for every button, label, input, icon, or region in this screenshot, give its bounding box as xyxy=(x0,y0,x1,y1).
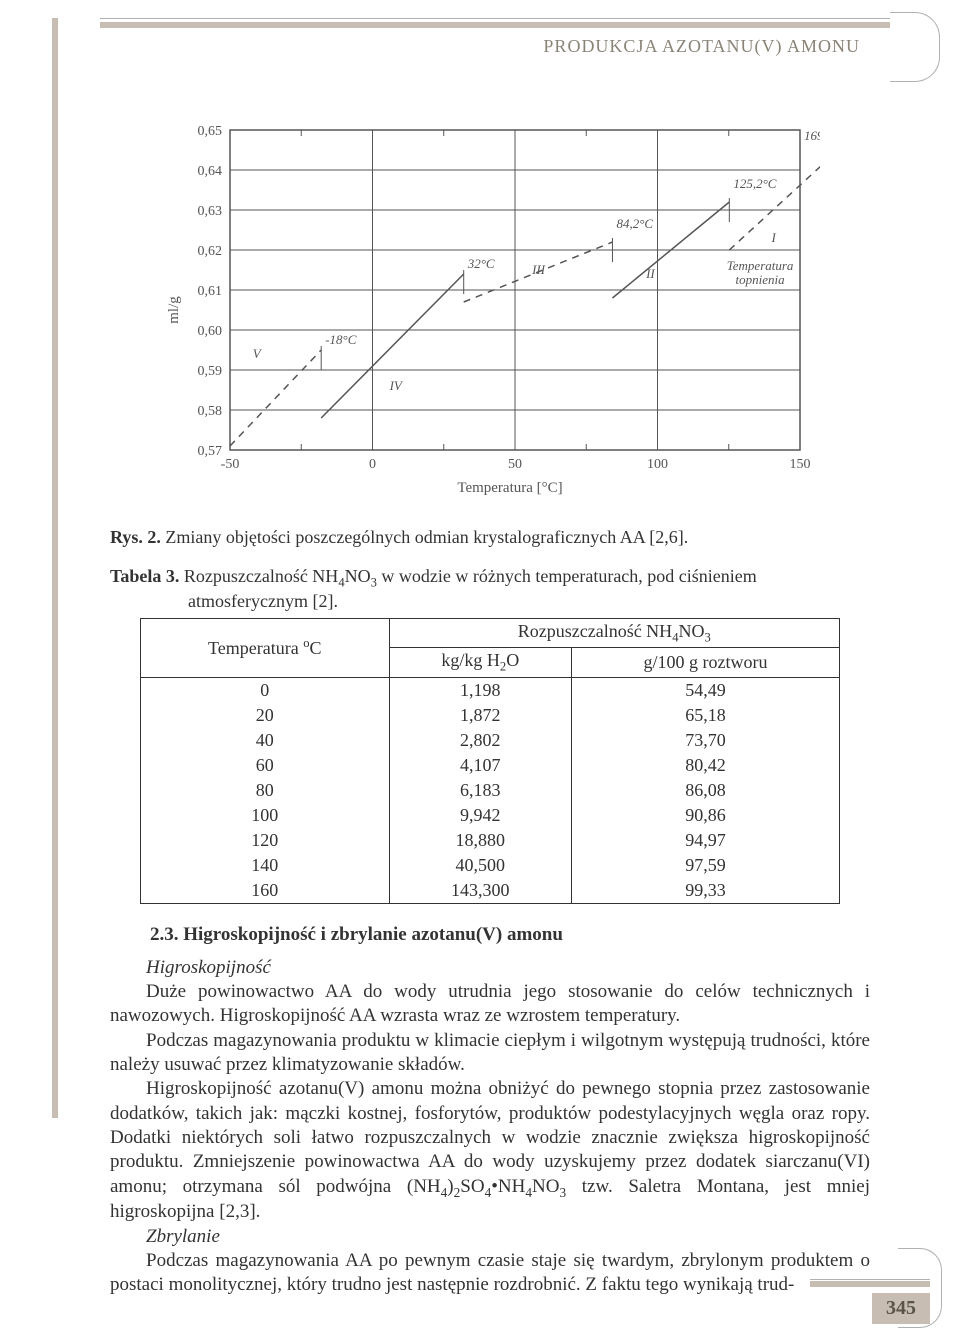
table-caption-prefix: Tabela 3. xyxy=(110,566,179,586)
svg-text:0,65: 0,65 xyxy=(198,124,223,139)
figure-2-chart: -50 0 50 100 150 0,57 0,58 0,59 0,60 0,61 0,62 0,63… xyxy=(110,120,870,515)
solubility-table: Temperatura oC Rozpuszczalność NH4NO3 kg… xyxy=(140,618,840,904)
svg-text:0,59: 0,59 xyxy=(198,364,223,379)
svg-text:-50: -50 xyxy=(221,457,240,472)
th-solubility: Rozpuszczalność NH4NO3 xyxy=(389,618,839,648)
table-caption-line2: atmosferycznym [2]. xyxy=(188,591,870,612)
svg-text:0,61: 0,61 xyxy=(198,284,223,299)
svg-text:-18°C: -18°C xyxy=(325,332,357,347)
cell-temp: 0 xyxy=(141,677,390,703)
cell-g100: 90,86 xyxy=(572,803,840,828)
cell-g100: 99,33 xyxy=(572,878,840,904)
lead-hygroscopic: Higroskopijność xyxy=(110,956,870,980)
cell-kgkg: 4,107 xyxy=(389,753,572,778)
svg-text:0,64: 0,64 xyxy=(198,164,223,179)
cell-g100: 94,97 xyxy=(572,828,840,853)
cell-temp: 160 xyxy=(141,878,390,904)
cell-kgkg: 40,500 xyxy=(389,853,572,878)
cell-temp: 40 xyxy=(141,728,390,753)
svg-text:50: 50 xyxy=(508,457,522,472)
svg-text:III: III xyxy=(531,262,546,277)
svg-text:0,62: 0,62 xyxy=(198,244,223,259)
cell-g100: 65,18 xyxy=(572,703,840,728)
lead-caking: Zbrylanie xyxy=(110,1225,870,1249)
cell-temp: 140 xyxy=(141,853,390,878)
cell-temp: 100 xyxy=(141,803,390,828)
footer-rule xyxy=(810,1279,930,1287)
figure-caption-text: Zmiany objętości poszczególnych odmian k… xyxy=(161,527,688,547)
paragraph-3: Higroskopijność azotanu(V) amonu można o… xyxy=(110,1077,870,1224)
svg-text:32°C: 32°C xyxy=(467,256,495,271)
th-temperature: Temperatura oC xyxy=(141,618,390,677)
svg-text:100: 100 xyxy=(647,457,668,472)
cell-g100: 73,70 xyxy=(572,728,840,753)
cell-kgkg: 2,802 xyxy=(389,728,572,753)
svg-text:II: II xyxy=(645,266,655,281)
figure-caption-prefix: Rys. 2. xyxy=(110,527,161,547)
svg-text:Temperatura [°C]: Temperatura [°C] xyxy=(457,480,562,496)
page-footer: 345 xyxy=(810,1279,930,1324)
svg-text:0,57: 0,57 xyxy=(198,444,223,459)
svg-text:0,63: 0,63 xyxy=(198,204,223,219)
cell-g100: 54,49 xyxy=(572,677,840,703)
paragraph-2: Podczas magazynowania produktu w klimaci… xyxy=(110,1029,870,1078)
cell-temp: 60 xyxy=(141,753,390,778)
svg-text:0,58: 0,58 xyxy=(198,404,223,419)
section-heading: 2.3. Higroskopijność i zbrylanie azotanu… xyxy=(150,924,870,946)
svg-text:IV: IV xyxy=(389,378,404,393)
svg-text:125,2°C: 125,2°C xyxy=(733,176,776,191)
cell-g100: 80,42 xyxy=(572,753,840,778)
svg-text:ml/g: ml/g xyxy=(166,296,182,324)
cell-g100: 86,08 xyxy=(572,778,840,803)
th-g-per-100g: g/100 g roztworu xyxy=(572,648,840,678)
figure-caption: Rys. 2. Zmiany objętości poszczególnych … xyxy=(110,527,870,548)
cell-g100: 97,59 xyxy=(572,853,840,878)
svg-text:169,6°C: 169,6°C xyxy=(804,128,820,143)
cell-kgkg: 1,198 xyxy=(389,677,572,703)
paragraph-4: Podczas magazynowania AA po pewnym czasi… xyxy=(110,1249,870,1298)
svg-text:topnienia: topnienia xyxy=(736,272,786,287)
cell-kgkg: 9,942 xyxy=(389,803,572,828)
cell-kgkg: 18,880 xyxy=(389,828,572,853)
table-caption: Tabela 3. Rozpuszczalność NH4NO3 w wodzi… xyxy=(110,566,870,612)
cell-temp: 20 xyxy=(141,703,390,728)
svg-text:0,60: 0,60 xyxy=(198,324,223,339)
svg-text:V: V xyxy=(253,346,263,361)
cell-kgkg: 1,872 xyxy=(389,703,572,728)
svg-text:150: 150 xyxy=(790,457,811,472)
cell-temp: 80 xyxy=(141,778,390,803)
page-number: 345 xyxy=(872,1293,930,1324)
svg-text:I: I xyxy=(771,230,777,245)
cell-kgkg: 6,183 xyxy=(389,778,572,803)
svg-text:0: 0 xyxy=(369,457,376,472)
paragraph-1: Duże powinowactwo AA do wody utrudnia je… xyxy=(110,980,870,1029)
svg-text:84,2°C: 84,2°C xyxy=(616,216,653,231)
phase-volume-chart-svg: -50 0 50 100 150 0,57 0,58 0,59 0,60 0,61 0,62 0,63… xyxy=(160,120,820,510)
svg-text:Temperatura: Temperatura xyxy=(727,258,794,273)
cell-temp: 120 xyxy=(141,828,390,853)
th-kg-per-kg: kg/kg H2O xyxy=(389,648,572,678)
cell-kgkg: 143,300 xyxy=(389,878,572,904)
body-text: Higroskopijność Duże powinowactwo AA do … xyxy=(110,956,870,1298)
